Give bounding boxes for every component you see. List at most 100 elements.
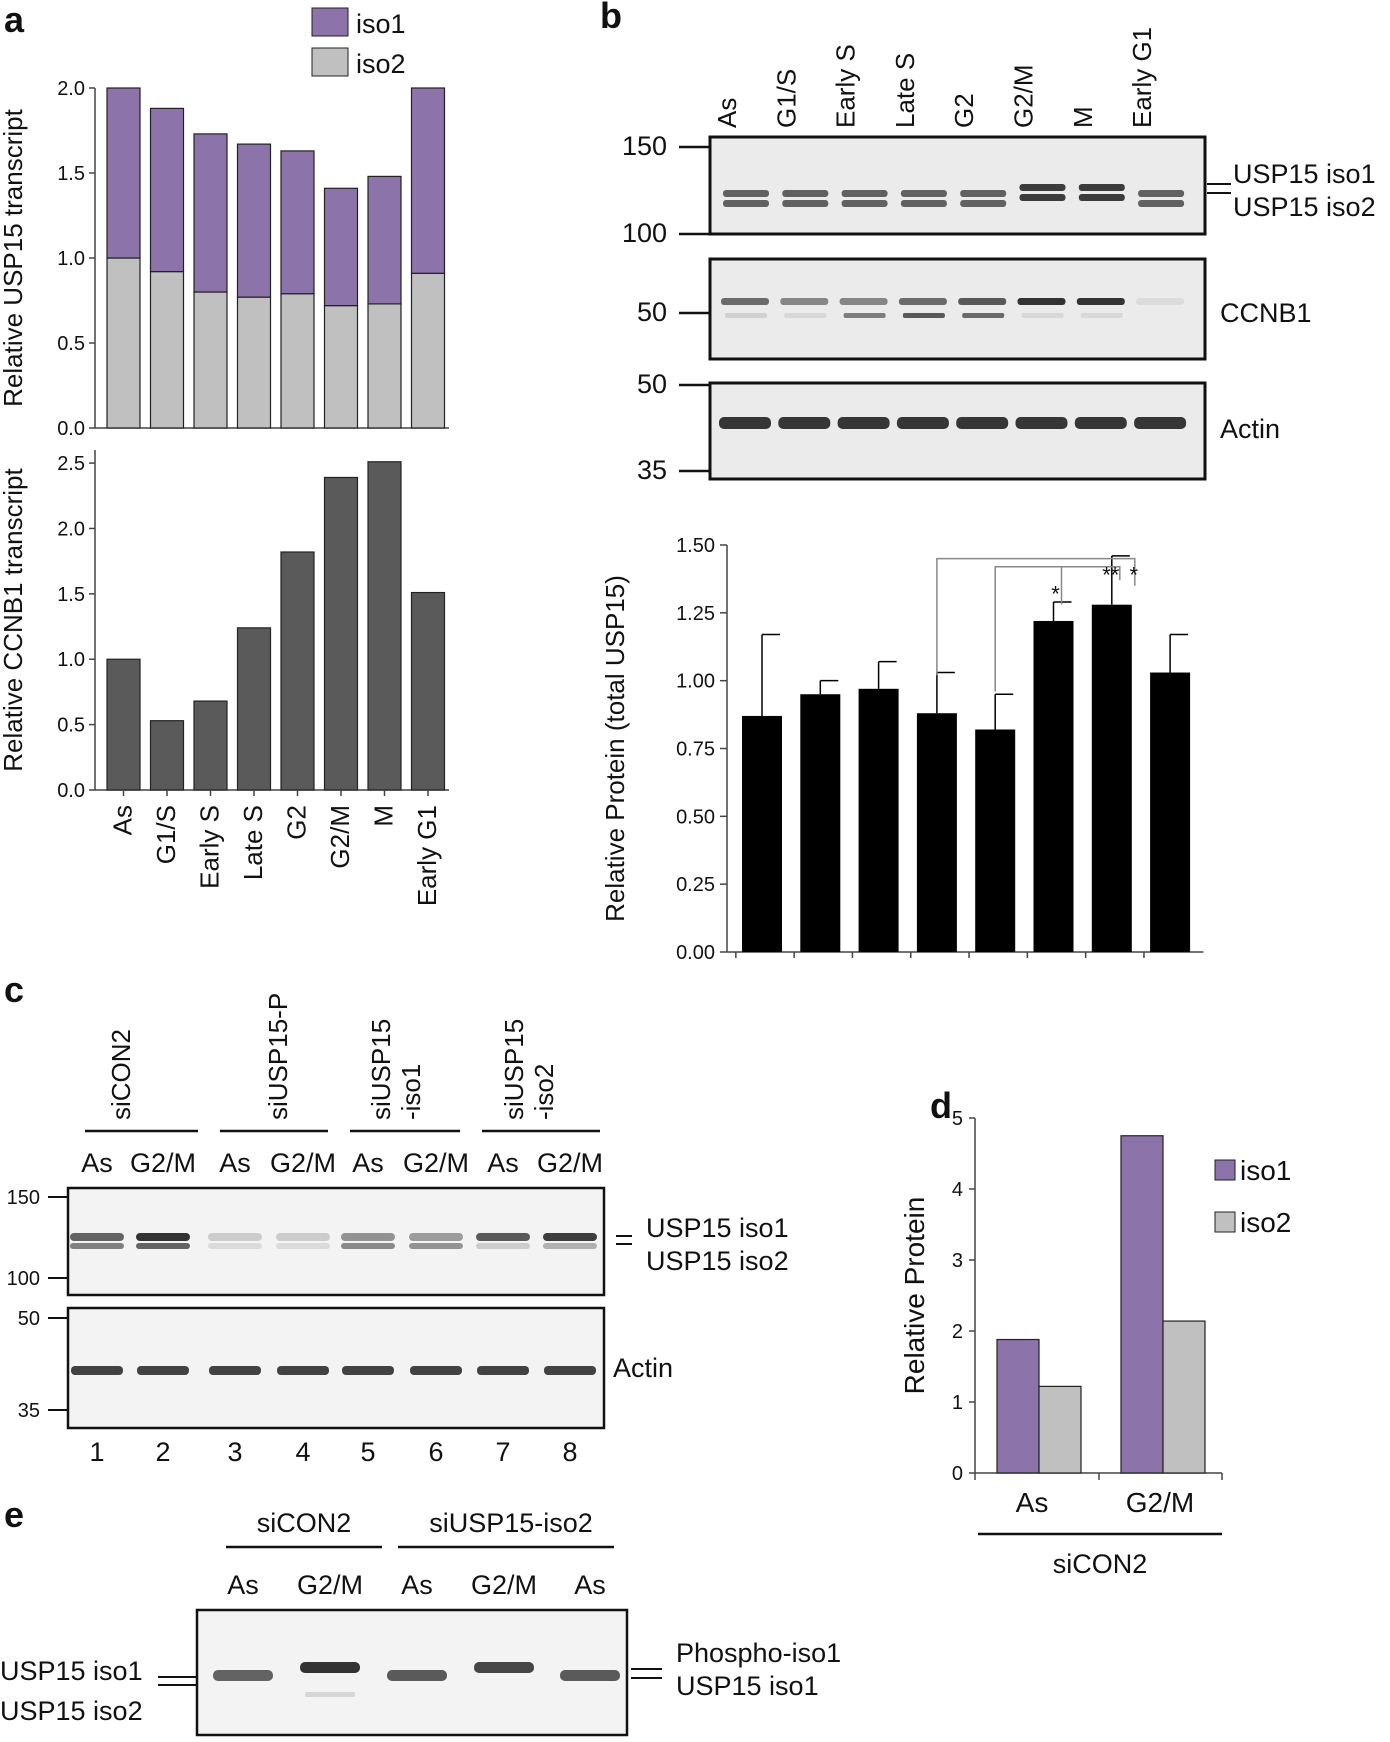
- bar-a-bottom: [149, 720, 185, 791]
- legend-label-iso2: iso2: [356, 49, 406, 79]
- chart-a-top: 0.0 0.5 1.0 1.5 2.0 Relative USP15 transcript: [0, 78, 449, 440]
- band-c-actin: [137, 1366, 189, 1375]
- blot-b-label-iso1: USP15 iso1: [1233, 159, 1376, 189]
- d-y-tick-label: 2: [952, 1321, 963, 1343]
- a-bot-y-tick-label: 2.5: [57, 453, 85, 475]
- a-bot-y-title: Relative CCNB1 transcript: [0, 468, 28, 772]
- d-y-tick-label: 3: [952, 1250, 963, 1272]
- band-b-ccnb1: [1136, 298, 1185, 305]
- bar-a-bottom: [280, 551, 315, 791]
- a-x-tick-label: Late S: [238, 805, 268, 880]
- panel-label-d: d: [930, 1085, 952, 1126]
- band-b-ccnb1: [898, 298, 947, 305]
- band-c-usp15-iso1: [476, 1233, 530, 1241]
- blot-e-right-label-phospho: Phospho-iso1: [676, 1638, 841, 1668]
- b-y-tick-label: 0.00: [676, 942, 715, 964]
- band-c-actin: [342, 1366, 394, 1375]
- band-b-actin: [837, 417, 890, 429]
- blot-c-lane-number: 3: [227, 1437, 242, 1467]
- blot-e-left-label-iso2: USP15 iso2: [0, 1696, 143, 1726]
- blot-e-left-label-iso1: USP15 iso1: [0, 1656, 143, 1686]
- blot-c-marker-label: 100: [7, 1268, 40, 1290]
- blot-b-lane-label: Late S: [890, 53, 920, 128]
- bar-a-bottom: [323, 476, 359, 791]
- chart-d: 0 1 2 3 4 5 As G2/M siCON2 Relative Protein iso1 is…: [899, 1108, 1291, 1579]
- a-bot-y-tick-label: 0.5: [57, 715, 85, 737]
- bar-d-iso2: [1038, 1385, 1082, 1474]
- b-y-tick-label: 1.50: [676, 535, 715, 557]
- legend-label-iso1: iso1: [356, 9, 406, 39]
- blot-b-lane-label: G2: [949, 93, 979, 128]
- bar-b-protein: [800, 694, 841, 952]
- band-b-ccnb1: [958, 298, 1007, 305]
- band-c-usp15-iso2: [409, 1243, 463, 1249]
- legend-swatch-iso2: [311, 47, 349, 77]
- band-c-usp15-iso2: [341, 1243, 395, 1249]
- blot-b-marker-label: 100: [622, 218, 667, 248]
- blot-c-lane-label: G2/M: [130, 1148, 196, 1178]
- band-c-usp15-iso2: [208, 1243, 262, 1249]
- bar-d-iso2: [1162, 1320, 1206, 1474]
- band-b-actin: [719, 417, 771, 429]
- band-c-usp15-iso1: [543, 1233, 597, 1241]
- band-b-usp15-iso1: [1078, 184, 1125, 191]
- blot-c-lane-label: As: [487, 1148, 519, 1178]
- blot-e-lane-label: G2/M: [297, 1570, 363, 1600]
- significance-star: *: [1051, 581, 1060, 606]
- blot-c-marker-label: 150: [7, 1187, 40, 1209]
- b-y-tick-label: 0.25: [676, 874, 715, 896]
- band-b-actin: [1074, 417, 1127, 429]
- band-b-usp15-iso1: [782, 190, 829, 197]
- bar-a-top-iso2: [193, 291, 228, 429]
- a-bot-y-tick-label: 1.0: [57, 649, 85, 671]
- blot-e-group-label: siUSP15-iso2: [429, 1508, 593, 1538]
- bar-a-top-iso1: [193, 133, 228, 293]
- bar-a-bottom: [193, 700, 228, 791]
- blot-c-lane-number: 1: [89, 1437, 104, 1467]
- d-x-tick-label: As: [1016, 1487, 1049, 1518]
- blot-c-lane-label: G2/M: [403, 1148, 469, 1178]
- d-y-tick-label: 1: [952, 1392, 963, 1414]
- band-b-ccnb1: [721, 298, 769, 305]
- blot-c-lane-number: 8: [562, 1437, 577, 1467]
- band-c-usp15-iso2: [543, 1243, 597, 1249]
- blot-b-marker-label: 150: [622, 131, 667, 161]
- blot-b-lane-label: Early S: [831, 44, 861, 128]
- blot-c: siCON2 siUSP15-P siUSP15 -iso1 siUSP15 -iso2A…: [7, 993, 789, 1467]
- blot-b-usp15-membrane: [708, 135, 1207, 236]
- bar-a-top-iso1: [236, 143, 272, 298]
- blot-b-lane-label: G2/M: [1009, 64, 1039, 128]
- blot-b-lane-label: G1/S: [771, 69, 801, 128]
- a-top-y-tick-label: 0.0: [57, 418, 85, 440]
- a-top-y-title: Relative USP15 transcript: [0, 108, 28, 406]
- bar-a-top-iso1: [280, 150, 315, 295]
- blot-e-lane-label: As: [227, 1570, 259, 1600]
- band-b-usp15-iso1: [1138, 190, 1185, 197]
- significance-bracket: [936, 557, 1136, 676]
- d-y-title: Relative Protein: [899, 1197, 930, 1395]
- blot-c-label-actin: Actin: [613, 1353, 673, 1383]
- a-bot-y-tick-label: 2.0: [57, 518, 85, 540]
- blot-e-lane-label: As: [401, 1570, 433, 1600]
- legend-d-label-iso1: iso1: [1240, 1155, 1291, 1186]
- bar-d-iso1: [996, 1338, 1040, 1474]
- blot-b-marker-label: 50: [637, 297, 667, 327]
- blot-c-lane-label: As: [352, 1148, 384, 1178]
- blot-b-marker-label: 50: [637, 369, 667, 399]
- bar-a-top-iso2: [149, 271, 185, 429]
- bar-b-protein: [975, 729, 1016, 952]
- a-x-tick-label: As: [108, 805, 138, 835]
- chart-b-protein: 0.000.250.500.751.001.251.50*** *Relative…: [600, 535, 1204, 964]
- blot-c-lane-number: 4: [295, 1437, 310, 1467]
- bar-a-top-iso1: [106, 87, 141, 259]
- d-x-tick-label: G2/M: [1126, 1487, 1194, 1518]
- legend-a: iso1 iso2: [311, 7, 406, 79]
- a-bot-y-tick-label: 1.5: [57, 584, 85, 606]
- blot-c-lane-number: 6: [428, 1437, 443, 1467]
- panel-label-c: c: [4, 969, 24, 1010]
- band-b-actin: [778, 417, 831, 429]
- a-top-y-tick-label: 1.0: [57, 248, 85, 270]
- b-y-title: Relative Protein (total USP15): [600, 575, 630, 922]
- b-y-tick-label: 0.75: [676, 739, 715, 761]
